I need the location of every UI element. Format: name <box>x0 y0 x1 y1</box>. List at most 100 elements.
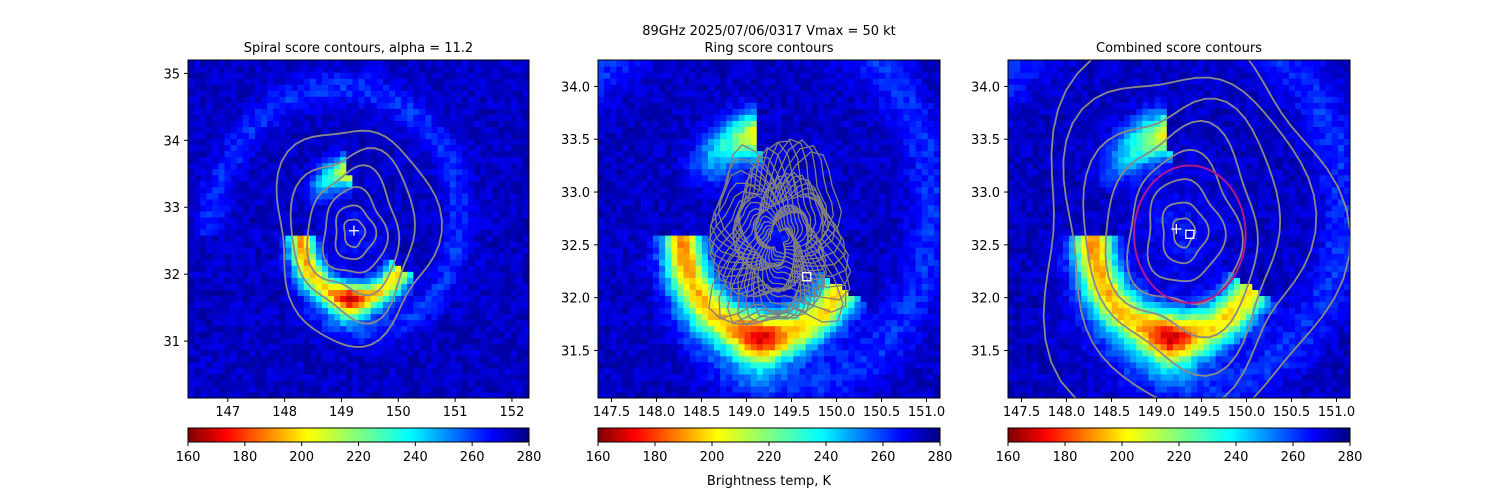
pixel-cell <box>744 343 752 351</box>
pixel-cell <box>455 72 463 79</box>
pixel-cell <box>604 84 611 91</box>
pixel-cell <box>419 210 427 218</box>
pixel-cell <box>474 60 481 67</box>
pixel-cell <box>315 391 323 398</box>
pixel-cell <box>769 361 776 369</box>
pixel-cell <box>474 361 481 369</box>
pixel-cell <box>683 265 691 272</box>
pixel-cell <box>640 174 648 182</box>
pixel-cell <box>309 391 317 398</box>
pixel-cell <box>634 90 642 97</box>
pixel-cell <box>628 361 636 369</box>
pixel-cell <box>309 361 317 369</box>
pixel-cell <box>188 222 195 230</box>
pixel-cell <box>364 84 372 91</box>
pixel-cell <box>492 162 500 170</box>
pixel-cell <box>756 144 764 152</box>
pixel-cell <box>659 126 666 134</box>
pixel-cell <box>401 216 408 224</box>
pixel-cell <box>364 156 372 164</box>
pixel-cell <box>407 289 414 296</box>
pixel-cell <box>726 192 733 200</box>
pixel-cell <box>492 156 500 164</box>
pixel-cell <box>769 385 776 393</box>
pixel-cell <box>462 313 469 321</box>
pixel-cell <box>188 229 195 236</box>
pixel-cell <box>610 168 617 176</box>
pixel-cell <box>242 72 250 79</box>
pixel-cell <box>665 247 672 254</box>
pixel-cell <box>419 277 427 284</box>
pixel-cell <box>291 259 299 266</box>
pixel-cell <box>689 108 697 115</box>
pixel-cell <box>701 198 709 206</box>
pixel-cell <box>720 235 727 242</box>
pixel-cell <box>376 78 384 85</box>
pixel-cell <box>254 313 262 321</box>
pixel-cell <box>267 265 274 272</box>
pixel-cell <box>388 102 396 109</box>
pixel-cell <box>510 186 518 194</box>
pixel-cell <box>321 265 329 272</box>
pixel-cell <box>689 241 697 248</box>
pixel-cell <box>328 229 335 236</box>
pixel-cell <box>267 391 274 398</box>
pixel-cell <box>462 295 469 303</box>
pixel-cell <box>707 192 715 200</box>
pixel-cell <box>358 66 366 73</box>
pixel-cell <box>376 156 384 164</box>
pixel-cell <box>492 108 500 115</box>
pixel-cell <box>616 162 624 170</box>
pixel-cell <box>714 271 721 278</box>
pixel-cell <box>376 337 384 345</box>
pixel-cell <box>486 301 494 309</box>
pixel-cell <box>194 210 201 218</box>
pixel-cell <box>474 235 481 242</box>
pixel-cell <box>224 78 232 85</box>
pixel-cell <box>750 343 758 351</box>
pixel-cell <box>671 162 678 170</box>
pixel-cell <box>492 210 500 218</box>
pixel-cell <box>616 259 624 266</box>
pixel-cell <box>236 349 244 357</box>
pixel-cell <box>610 162 617 170</box>
pixel-cell <box>646 150 654 158</box>
pixel-cell <box>248 283 256 290</box>
pixel-cell <box>395 216 402 224</box>
pixel-cell <box>486 96 494 103</box>
pixel-cell <box>726 355 733 363</box>
pixel-cell <box>303 367 311 375</box>
pixel-cell <box>407 313 414 321</box>
pixel-cell <box>775 126 782 134</box>
pixel-cell <box>218 241 226 248</box>
pixel-cell <box>762 216 770 224</box>
pixel-cell <box>279 72 287 79</box>
pixel-cell <box>671 102 678 109</box>
pixel-cell <box>769 379 776 387</box>
x-tick-label: 147 <box>215 405 240 420</box>
pixel-cell <box>714 216 721 224</box>
pixel-cell <box>634 313 642 321</box>
pixel-cell <box>328 174 335 182</box>
pixel-cell <box>218 247 226 254</box>
pixel-cell <box>413 373 420 381</box>
pixel-cell <box>346 361 354 369</box>
pixel-cell <box>291 174 299 182</box>
pixel-cell <box>364 132 372 140</box>
pixel-cell <box>671 265 678 272</box>
pixel-cell <box>321 192 329 200</box>
pixel-cell <box>468 60 475 67</box>
pixel-cell <box>334 138 341 146</box>
pixel-cell <box>291 367 299 375</box>
pixel-cell <box>407 192 414 200</box>
pixel-cell <box>677 331 685 339</box>
pixel-cell <box>720 391 727 398</box>
pixel-cell <box>224 361 232 369</box>
pixel-cell <box>297 60 305 67</box>
pixel-cell <box>254 120 262 127</box>
pixel-cell <box>677 156 685 164</box>
pixel-cell <box>695 198 703 206</box>
pixel-cell <box>486 120 494 127</box>
pixel-cell <box>616 84 624 91</box>
pixel-cell <box>388 331 396 339</box>
